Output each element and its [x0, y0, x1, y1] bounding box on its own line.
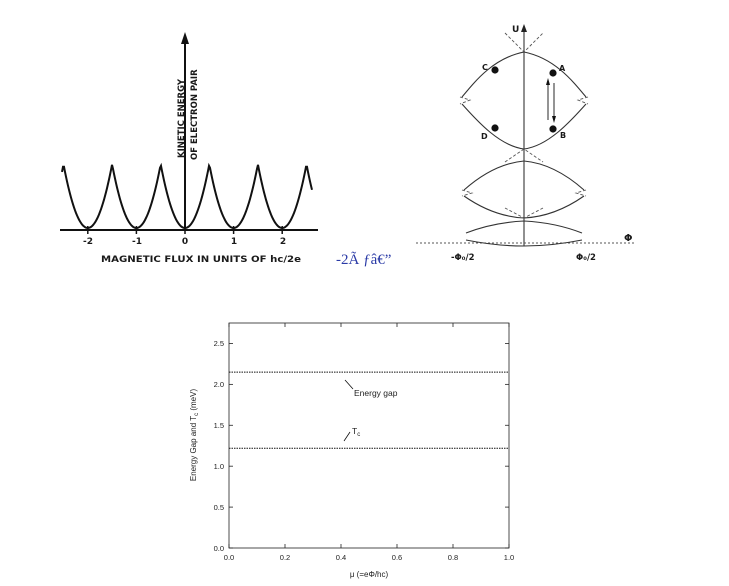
x-tick-label: 0.6 [392, 553, 402, 562]
y-tick-label: 2.0 [214, 380, 224, 389]
y-tick-label: 1.5 [214, 421, 224, 430]
y-axis-title-unit: (meV) [189, 389, 198, 413]
y-axis-title: Energy Gap and Tc (meV) [189, 389, 200, 482]
annotation-tc: Tc [352, 426, 360, 438]
point-c-marker [491, 66, 499, 74]
x-axis-title: μ (=eΦ/hc) [350, 570, 389, 579]
band-curve [465, 239, 583, 247]
band-edge-dashes [461, 189, 474, 197]
x-tick-label: 0.0 [224, 553, 234, 562]
annotation-pointer-energy-gap [344, 379, 354, 390]
point-d-marker [491, 124, 499, 132]
stray-encoding-text: -2Ã ƒâ€” [336, 252, 392, 268]
band-curve [463, 160, 585, 191]
panel-a-y-arrow [181, 32, 189, 44]
y-tick-label: 0.5 [214, 503, 224, 512]
panel-a-x-label: MAGNETIC FLUX IN UNITS OF hc/2e [101, 255, 301, 265]
panel-a-tick-label: -2 [83, 237, 93, 247]
panel-a-tick-label: -1 [132, 237, 142, 247]
band-crossing-dashes [504, 32, 544, 53]
panel-b-tick-right: Φ₀/2 [576, 253, 596, 263]
point-d-label: D [481, 132, 488, 141]
panel-energy-gap-chart: 0.0 0.5 1.0 1.5 2.0 2.5 0.0 0.2 0.4 0.6 … [189, 322, 514, 579]
annotation-energy-gap: Energy gap [354, 388, 398, 398]
transition-arrow-up-head [546, 78, 550, 85]
y-tick-label: 0.0 [214, 544, 224, 553]
band-curve [461, 103, 587, 150]
parabola-curves [61, 162, 313, 230]
panel-a-tick-label: 2 [280, 237, 286, 247]
point-a-marker [549, 69, 557, 77]
point-a-label: A [559, 64, 566, 73]
panel-energy-bands: U Φ A B C D -Φ₀/2 Φ₀/2 [416, 24, 636, 263]
annotation-tc-sub: c [357, 432, 360, 438]
y-axis-title-sub: c [194, 413, 200, 416]
y-axis-title-main: Energy Gap and T [189, 416, 198, 481]
panel-b-y-axis-label: U [512, 25, 519, 35]
panel-a-y-label-line2: OF ELECTRON PAIR [190, 69, 200, 160]
panel-b-tick-left: -Φ₀/2 [451, 253, 475, 263]
band-edge-dashes [459, 96, 472, 105]
x-tick-label: 0.2 [280, 553, 290, 562]
annotation-pointer-tc [343, 431, 351, 442]
transition-arrow-down-head [552, 116, 556, 123]
y-tick-label: 1.0 [214, 462, 224, 471]
band-crossing-dashes [504, 207, 544, 219]
x-tick-label: 0.4 [336, 553, 346, 562]
panel-b-x-axis-label: Φ [624, 233, 633, 244]
panel-a-y-label-line1: KINETIC ENERGY [177, 78, 187, 158]
panel-a-ticks [87, 226, 283, 234]
plot-frame [228, 322, 510, 549]
plot-ticks [228, 323, 510, 549]
annotation-tc-main: T [352, 426, 357, 436]
y-tick-label: 2.5 [214, 339, 224, 348]
point-b-marker [549, 125, 557, 133]
band-curves [459, 32, 589, 247]
point-b-label: B [560, 131, 566, 140]
panel-a-tick-label: 1 [231, 237, 237, 247]
panel-kinetic-energy: -2 -1 0 1 2 MAGNETIC FLUX IN UNITS OF hc… [60, 32, 318, 265]
panel-a-tick-label: 0 [182, 237, 188, 247]
band-edge-dashes [576, 96, 589, 105]
band-curve [465, 220, 583, 234]
band-crossing-dashes [504, 148, 544, 163]
panel-b-y-arrow [521, 24, 527, 32]
point-c-label: C [482, 63, 488, 72]
x-tick-label: 1.0 [504, 553, 514, 562]
band-edge-dashes [574, 189, 587, 197]
x-tick-label: 0.8 [448, 553, 458, 562]
